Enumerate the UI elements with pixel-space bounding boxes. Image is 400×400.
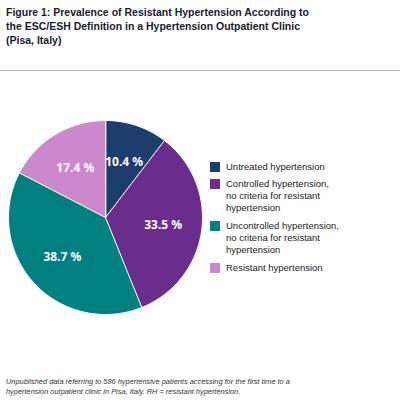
html-text:Resistant hypertension: Resistant hypertension (226, 261, 323, 273)
html-text:Figure 1: Prevalence of Resist: Figure 1: Prevalence of Resistant Hypert… (6, 6, 309, 47)
svg-text:33.5 %: 33.5 % (144, 216, 182, 233)
html-text:Untreated hypertension: Untreated hypertension (226, 160, 325, 172)
svg-text:38.7 %: 38.7 % (43, 248, 81, 265)
html-text:Unpublished data referring to: Unpublished data referring to 586 hypert… (6, 377, 290, 396)
svg-text:10.4 %: 10.4 % (105, 153, 143, 170)
html-text:Controlled hypertension, no cr: Controlled hypertension, no criteria for… (226, 178, 329, 214)
svg-text:17.4 %: 17.4 % (56, 159, 94, 176)
html-text:Uncontrolled hypertension, no: Uncontrolled hypertension, no criteria f… (226, 220, 339, 255)
